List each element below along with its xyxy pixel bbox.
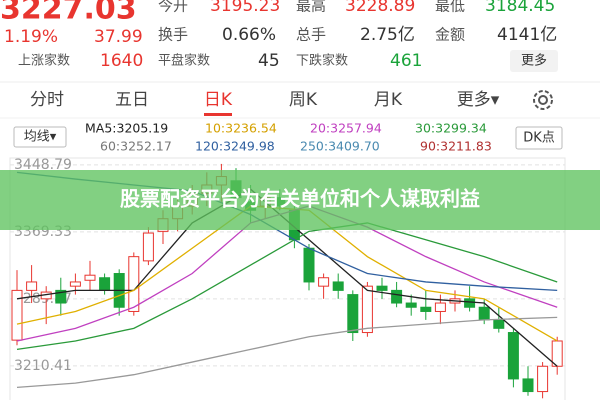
candle-body: [434, 302, 446, 312]
label: 最高: [296, 0, 326, 15]
tab[interactable]: 月K: [374, 90, 403, 110]
candle-body: [303, 247, 315, 283]
change-pct: 1.19%: [4, 27, 58, 47]
value: 3228.89: [345, 0, 415, 16]
y-tick-label: 3448.79: [14, 157, 72, 173]
gear-icon[interactable]: [533, 90, 553, 110]
price: 3227.03: [0, 0, 137, 27]
candle-body: [26, 281, 38, 291]
value: 45: [258, 51, 280, 71]
change: 37.99: [94, 27, 143, 47]
ma-selector[interactable]: [13, 126, 67, 148]
ma-label: MA5:3205.19: [85, 121, 168, 136]
quote-header: 3227.03 今开 3195.23 最高 3228.89 最低 3184.45…: [0, 0, 558, 72]
candle-body: [347, 294, 359, 334]
candle-body: [84, 274, 96, 281]
ma-label: 10:3236.54: [205, 121, 277, 136]
ma-selector-label[interactable]: 均线▾: [24, 130, 57, 145]
value: 2.75亿: [360, 25, 415, 45]
candle-body: [522, 378, 534, 393]
candle-body: [493, 319, 505, 329]
label: 平盘家数: [158, 53, 210, 69]
tab[interactable]: 五日: [115, 90, 149, 110]
label: 换手: [158, 26, 188, 44]
label: 最低: [435, 0, 465, 15]
tab[interactable]: 周K: [289, 90, 318, 110]
candle-body: [537, 365, 549, 393]
value: 1640: [100, 51, 143, 71]
candle-body: [55, 289, 67, 304]
candle-body: [142, 232, 154, 262]
value: 461: [390, 51, 422, 71]
ma-label: 20:3257.94: [310, 121, 382, 136]
chart-frame: [9, 157, 566, 400]
candle-body: [391, 289, 403, 304]
candle-body: [361, 285, 373, 334]
dk-button[interactable]: [515, 126, 563, 150]
y-tick-label: 3210.41: [14, 358, 72, 374]
tab-underline: [204, 113, 232, 116]
banner: [0, 170, 600, 230]
tab[interactable]: 日K: [204, 90, 233, 110]
gear-outline[interactable]: [533, 90, 553, 110]
more-button[interactable]: [510, 50, 558, 72]
tab[interactable]: 分时: [30, 90, 64, 110]
ma-label: 90:3211.83: [420, 139, 492, 154]
tab-bar: 分时 五日 日K 周K 月K 更多▾: [30, 90, 500, 116]
ma-line: [16, 222, 558, 351]
candle-body: [11, 289, 23, 341]
label: 今开: [158, 0, 188, 15]
more-button-label[interactable]: 更多: [521, 53, 547, 69]
value: 3184.45: [485, 0, 555, 16]
ma-label: 60:3252.17: [100, 139, 172, 154]
candle-body: [464, 298, 476, 308]
candle-body: [332, 281, 344, 291]
value: 4141亿: [497, 25, 557, 45]
banner-text: 股票配资平台为有关单位和个人谋取利益: [120, 187, 480, 211]
ma-label: 250:3409.70: [300, 139, 380, 154]
label: 上涨家数: [18, 53, 70, 69]
candle-body: [69, 281, 81, 287]
tab[interactable]: 更多▾: [457, 90, 500, 110]
gear-center[interactable]: [538, 95, 548, 105]
label: 金额: [435, 26, 465, 44]
label: 下跌家数: [296, 53, 348, 69]
candle-body: [318, 277, 330, 287]
value: 0.66%: [222, 25, 276, 45]
label: 总手: [296, 26, 326, 44]
ma-label: 120:3249.98: [195, 139, 275, 154]
candle-body: [128, 256, 140, 312]
candle-body: [99, 277, 111, 291]
candle-body: [507, 332, 519, 380]
candle-body: [420, 306, 432, 312]
candle-body: [376, 285, 388, 291]
value: 3195.23: [210, 0, 280, 16]
candle-body: [405, 302, 417, 308]
dk-button-label[interactable]: DK点: [523, 131, 555, 146]
candle-body: [478, 306, 490, 321]
ma-label: 30:3299.34: [415, 121, 487, 136]
ma-line: [16, 316, 558, 389]
indicator-row: 均线▾ MA5:3205.19 10:3236.54 20:3257.94 30…: [13, 121, 563, 154]
